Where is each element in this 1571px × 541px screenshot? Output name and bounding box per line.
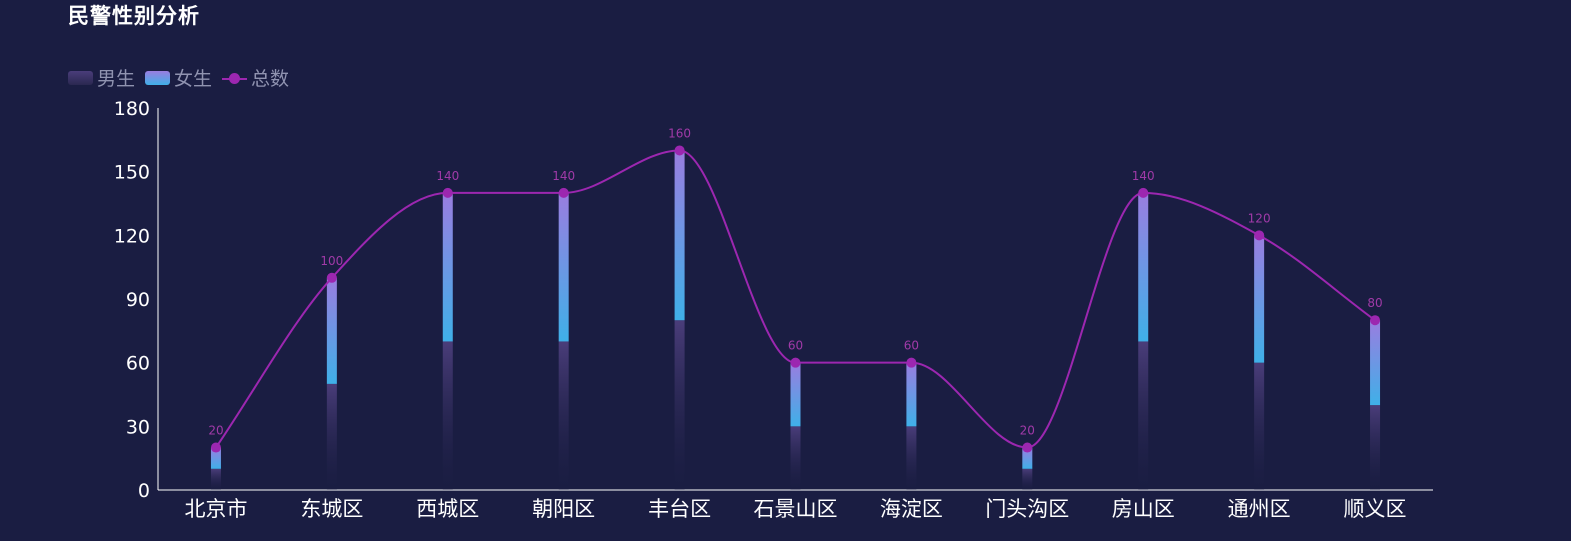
legend-label-female: 女生 — [174, 68, 213, 90]
y-tick-label: 180 — [114, 98, 150, 120]
y-tick-label: 90 — [126, 289, 150, 311]
data-label-total: 20 — [1020, 424, 1035, 438]
x-tick-label: 西城区 — [416, 497, 479, 521]
bar-female[interactable] — [790, 362, 801, 427]
legend-item-female[interactable]: 女生 — [145, 64, 212, 91]
legend-swatch-male — [68, 70, 93, 85]
x-tick-label: 海淀区 — [880, 497, 943, 521]
chart-line: 20 100 140 140 160 60 60 20 140 120 80 — [208, 126, 1383, 453]
point-total[interactable] — [906, 357, 917, 368]
data-label-total: 100 — [320, 254, 343, 268]
legend-swatch-total — [222, 71, 248, 85]
x-tick-label: 通州区 — [1228, 497, 1291, 521]
x-tick-label: 丰台区 — [648, 497, 711, 521]
y-tick-label: 60 — [126, 353, 150, 375]
bar-female[interactable] — [674, 150, 685, 321]
chart-bars — [210, 150, 1381, 490]
data-label-total: 140 — [552, 169, 575, 183]
bar-male[interactable] — [210, 468, 221, 490]
x-tick-label: 石景山区 — [754, 497, 838, 521]
x-tick-label: 顺义区 — [1344, 497, 1407, 521]
x-tick-label: 朝阳区 — [532, 497, 595, 521]
point-total[interactable] — [1254, 230, 1265, 241]
data-label-total: 140 — [1132, 169, 1155, 183]
bar-female[interactable] — [558, 192, 569, 342]
data-label-total: 160 — [668, 126, 691, 140]
bar-female[interactable] — [1022, 447, 1033, 469]
chart-title: 民警性别分析 — [68, 4, 200, 28]
point-total[interactable] — [442, 187, 453, 198]
x-tick-label: 房山区 — [1112, 497, 1175, 521]
data-label-total: 20 — [208, 424, 223, 438]
bar-male[interactable] — [558, 341, 569, 490]
legend-label-total: 总数 — [251, 68, 290, 90]
legend-label-male: 男生 — [97, 68, 136, 90]
chart-labels: 0 30 60 90 120 150 180 北京市 东城区 西城区 朝阳区 丰台区 石景山区 海淀区 门头… — [114, 98, 1407, 521]
bar-female[interactable] — [906, 362, 917, 427]
bar-male[interactable] — [674, 320, 685, 490]
x-tick-label: 东城区 — [300, 497, 363, 521]
bar-male[interactable] — [906, 426, 917, 490]
bar-female[interactable] — [1370, 320, 1381, 406]
bar-female[interactable] — [1138, 192, 1149, 342]
bar-male[interactable] — [1370, 405, 1381, 490]
chart-legend: 男生 女生 总数 — [68, 64, 299, 91]
bar-male[interactable] — [1022, 468, 1033, 490]
x-tick-label: 门头沟区 — [985, 497, 1069, 521]
point-total[interactable] — [326, 272, 337, 283]
point-total[interactable] — [790, 357, 801, 368]
bar-female[interactable] — [326, 277, 337, 384]
data-label-total: 140 — [436, 169, 459, 183]
data-label-total: 80 — [1367, 296, 1382, 310]
y-tick-label: 0 — [138, 480, 150, 502]
bar-male[interactable] — [326, 383, 337, 490]
y-tick-label: 30 — [126, 416, 150, 438]
bar-female[interactable] — [1254, 235, 1265, 363]
point-total[interactable] — [674, 145, 685, 156]
bar-male[interactable] — [1254, 362, 1265, 490]
bar-female[interactable] — [442, 192, 453, 342]
legend-item-total[interactable]: 总数 — [222, 64, 289, 91]
x-tick-label: 北京市 — [184, 497, 247, 521]
bar-male[interactable] — [1138, 341, 1149, 490]
bar-female[interactable] — [210, 447, 221, 469]
legend-item-male[interactable]: 男生 — [68, 64, 135, 91]
point-total[interactable] — [1138, 187, 1149, 198]
bar-male[interactable] — [442, 341, 453, 490]
data-label-total: 60 — [788, 339, 803, 353]
point-total[interactable] — [558, 187, 569, 198]
point-total[interactable] — [1370, 315, 1381, 326]
legend-swatch-female — [145, 70, 171, 85]
data-label-total: 120 — [1248, 211, 1271, 225]
bar-male[interactable] — [790, 426, 801, 490]
data-label-total: 60 — [904, 339, 919, 353]
point-total[interactable] — [210, 442, 221, 453]
y-tick-label: 120 — [114, 225, 150, 247]
y-tick-label: 150 — [114, 162, 150, 184]
point-total[interactable] — [1022, 442, 1033, 453]
